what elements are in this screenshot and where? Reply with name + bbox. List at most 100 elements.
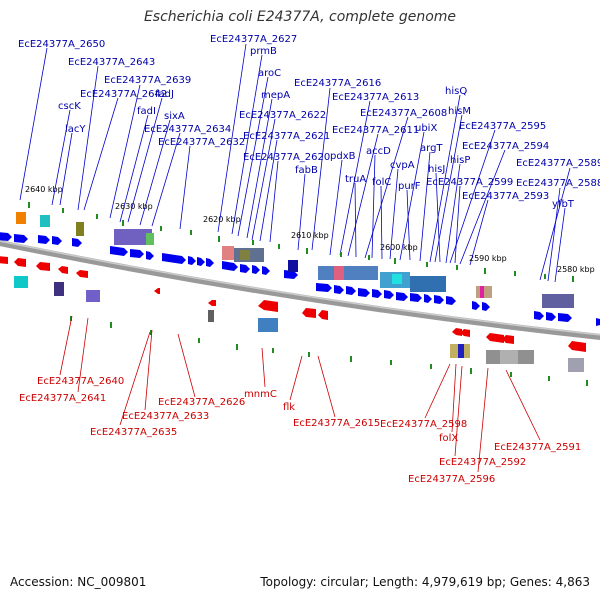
tick-label-2630: 2630 kbp <box>115 202 153 211</box>
forward-feature-blocks <box>16 212 574 308</box>
label-ece24377a-2593: EcE24377A_2593 <box>462 191 549 202</box>
tick <box>150 330 152 335</box>
tick <box>572 276 574 282</box>
gene-arrow <box>502 335 514 344</box>
gene-arrow <box>130 249 144 258</box>
tick <box>306 248 308 254</box>
label-hism: hisM <box>448 106 471 117</box>
reverse-strand-genes <box>0 256 586 352</box>
label-ece24377a-2620: EcE24377A_2620 <box>243 152 330 163</box>
label-ece24377a-2613: EcE24377A_2613 <box>332 92 419 103</box>
gene-arrow <box>482 302 490 311</box>
label-hisp: hisP <box>450 155 470 166</box>
label-trua: truA <box>345 174 366 185</box>
label-ece24377a-2591: EcE24377A_2591 <box>494 442 581 453</box>
label-folc: folC <box>372 177 391 188</box>
gene-arrow <box>206 258 214 267</box>
tick <box>340 252 342 257</box>
tick <box>62 208 64 213</box>
feature-block <box>410 276 446 292</box>
gene-arrow <box>558 313 572 322</box>
label-ece24377a-2633: EcE24377A_2633 <box>122 411 209 422</box>
gene-arrow <box>316 283 332 292</box>
gene-arrow <box>72 238 82 247</box>
gene-arrow <box>14 258 26 267</box>
label-ece24377a-2608: EcE24377A_2608 <box>360 108 447 119</box>
gene-arrow <box>36 262 50 271</box>
gene-arrow <box>52 236 62 245</box>
tick <box>586 380 588 386</box>
reverse-labels: EcE24377A_2640 EcE24377A_2641 EcE24377A_… <box>19 376 581 485</box>
label-purf: purF <box>398 181 421 192</box>
label-fadj: fadJ <box>155 89 174 100</box>
tick-label-2610: 2610 kbp <box>291 231 329 240</box>
tick-label-2640: 2640 kbp <box>25 185 63 194</box>
feature-block <box>480 286 484 298</box>
label-ece24377a-2642: EcE24377A_2642 <box>80 89 167 100</box>
tick-label-2590: 2590 kbp <box>469 254 507 263</box>
gene-arrow <box>434 295 444 304</box>
feature-block <box>208 310 214 322</box>
gene-arrow <box>460 329 470 337</box>
gene-arrow <box>302 308 316 318</box>
label-ubix: ubiX <box>415 123 437 134</box>
tick <box>514 271 516 276</box>
gene-arrow <box>197 257 205 266</box>
feature-block <box>288 260 298 272</box>
gene-arrow <box>346 286 356 295</box>
gene-arrow <box>384 290 394 299</box>
tick <box>544 274 546 279</box>
feature-block <box>146 233 154 245</box>
gene-arrow <box>596 318 600 326</box>
label-csck: cscK <box>58 101 81 112</box>
tick <box>548 376 550 381</box>
feature-block <box>458 344 464 358</box>
tick <box>218 236 220 242</box>
gene-arrow <box>0 256 8 264</box>
map-title: Escherichia coli E24377A, complete genom… <box>143 9 457 25</box>
label-ece24377a-2641: EcE24377A_2641 <box>19 393 106 404</box>
label-prmb: prmB <box>250 46 277 57</box>
tick <box>110 322 112 328</box>
tick <box>484 268 486 274</box>
gene-arrow <box>534 311 544 320</box>
genome-backbone-highlight <box>0 240 600 336</box>
tick <box>368 255 370 260</box>
label-ece24377a-2635: EcE24377A_2635 <box>90 427 177 438</box>
tick <box>236 344 238 350</box>
label-ece24377a-2621: EcE24377A_2621 <box>243 131 330 142</box>
tick-label-2600: 2600 kbp <box>380 243 418 252</box>
label-ece24377a-2640: EcE24377A_2640 <box>37 376 124 387</box>
label-ece24377a-2627: EcE24377A_2627 <box>210 34 297 45</box>
tick-marks <box>28 202 588 386</box>
label-ece24377a-2611: EcE24377A_2611 <box>332 125 419 136</box>
label-flk: flk <box>283 402 295 413</box>
tick <box>456 265 458 270</box>
forward-labels: EcE24377A_2650 EcE24377A_2643 cscK lacY … <box>18 34 600 210</box>
gene-arrow <box>396 292 408 301</box>
feature-block <box>16 212 26 224</box>
feature-block <box>568 358 584 372</box>
feature-block <box>40 215 50 227</box>
label-pdxb: pdxB <box>330 151 356 162</box>
label-ece24377a-2632: EcE24377A_2632 <box>158 137 245 148</box>
label-ece24377a-2626: EcE24377A_2626 <box>158 397 245 408</box>
gene-arrow <box>284 270 298 279</box>
gene-arrow <box>472 301 480 310</box>
label-argt: argT <box>420 143 443 154</box>
feature-block <box>76 222 84 236</box>
label-ece24377a-2622: EcE24377A_2622 <box>239 110 326 121</box>
feature-block <box>240 250 250 260</box>
label-ece24377a-2592: EcE24377A_2592 <box>439 457 526 468</box>
label-fabb: fabB <box>295 165 318 176</box>
label-sixa: sixA <box>164 111 185 122</box>
label-ece24377a-2634: EcE24377A_2634 <box>144 124 231 135</box>
label-ece24377a-2598: EcE24377A_2598 <box>380 419 467 430</box>
gene-arrow <box>318 310 328 320</box>
label-hisj: hisJ <box>428 164 445 175</box>
tick <box>160 226 162 231</box>
tick <box>272 348 274 353</box>
gene-arrow <box>146 251 154 260</box>
tick <box>28 202 30 208</box>
